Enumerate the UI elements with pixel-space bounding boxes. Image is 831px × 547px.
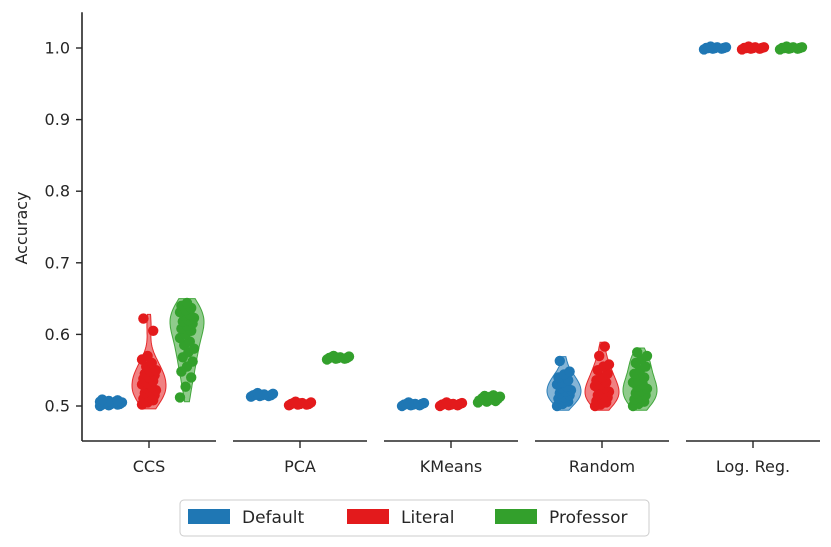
data-point: [781, 41, 792, 52]
violin-group-pca-literal: [283, 396, 317, 411]
data-point: [180, 381, 191, 392]
data-point: [758, 42, 770, 53]
data-point: [418, 397, 430, 409]
data-point: [174, 392, 186, 403]
x-axis: CCS PCA KMeans Random Log. Reg.: [82, 440, 820, 476]
violin-group-random-professor: [622, 347, 658, 412]
y-axis: 0.5 0.6 0.7 0.8 0.9 1.0: [45, 12, 83, 441]
data-point: [267, 388, 279, 399]
data-point: [705, 41, 716, 52]
data-point: [305, 397, 317, 408]
data-point: [441, 397, 452, 408]
data-point: [186, 372, 197, 383]
data-point: [181, 297, 193, 309]
data-point: [743, 41, 754, 52]
data-point: [252, 387, 263, 399]
data-point: [603, 359, 615, 370]
x-tick-label-log-reg: Log. Reg.: [716, 457, 790, 476]
x-tick-label-kmeans: KMeans: [420, 457, 482, 476]
y-tick-label: 0.8: [45, 182, 70, 201]
data-point: [148, 325, 159, 336]
data-point: [641, 350, 653, 362]
legend-label-default: Default: [242, 508, 304, 528]
violin-group-random-literal: [584, 341, 620, 412]
violin-group-kmeans-literal: [434, 397, 468, 412]
data-point: [290, 396, 301, 407]
data-point: [328, 350, 339, 362]
data-point: [632, 347, 643, 358]
data-point: [97, 394, 108, 405]
y-axis-title: Accuracy: [12, 191, 31, 264]
legend-swatch-professor: [495, 509, 537, 524]
legend-label-literal: Literal: [401, 508, 454, 528]
data-point: [403, 397, 414, 408]
violin-group-log-reg-literal: [736, 41, 770, 55]
data-point: [456, 397, 468, 409]
data-point: [796, 42, 808, 53]
violin-group-pca-professor: [321, 350, 355, 365]
y-tick-label: 0.7: [45, 253, 70, 272]
data-point: [138, 313, 149, 324]
data-point: [564, 366, 575, 377]
legend: Default Literal Professor: [179, 499, 650, 537]
violin-group-log-reg-professor: [774, 41, 808, 55]
violin-group-pca-default: [245, 387, 279, 402]
y-tick-label: 0.5: [45, 397, 70, 416]
data-point: [479, 390, 490, 402]
data-point: [112, 395, 123, 406]
data-point: [594, 350, 605, 362]
x-tick-label-ccs: CCS: [133, 457, 166, 476]
data-point: [554, 355, 565, 367]
y-tick-label: 1.0: [45, 39, 70, 58]
violin-group-ccs-default: [94, 394, 128, 412]
data-point: [187, 356, 198, 367]
data-point: [720, 42, 732, 53]
violin-group-kmeans-professor: [472, 390, 506, 408]
violin-group-ccs-professor: [169, 297, 205, 403]
legend-swatch-literal: [347, 509, 389, 524]
data-point: [599, 341, 610, 352]
legend-swatch-default: [188, 509, 230, 524]
y-tick-label: 0.9: [45, 110, 70, 129]
x-tick-label-random: Random: [569, 457, 635, 476]
violin-group-random-default: [546, 355, 582, 412]
x-tick-label-pca: PCA: [284, 457, 316, 476]
data-point: [343, 351, 355, 362]
legend-label-professor: Professor: [549, 508, 628, 528]
y-tick-label: 0.6: [45, 325, 70, 344]
data-point: [142, 350, 153, 362]
violin-group-log-reg-default: [698, 41, 732, 55]
violin-group-kmeans-default: [396, 397, 430, 412]
plot-area: [94, 41, 808, 412]
data-point: [488, 390, 499, 401]
violin-group-ccs-literal: [131, 313, 167, 410]
